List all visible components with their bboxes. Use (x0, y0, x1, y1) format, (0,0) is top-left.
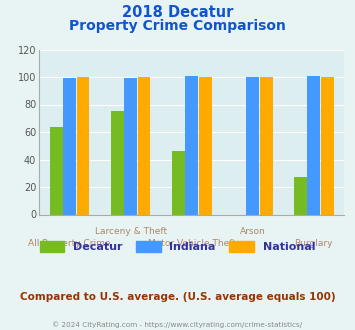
Text: Arson: Arson (240, 227, 266, 236)
Bar (138, 77, 151, 214)
Bar (185, 76, 198, 214)
Bar (294, 178, 307, 214)
Bar (77, 77, 89, 214)
Bar (111, 112, 124, 214)
Text: Compared to U.S. average. (U.S. average equals 100): Compared to U.S. average. (U.S. average … (20, 292, 335, 302)
Bar (124, 79, 137, 214)
Bar (50, 126, 62, 214)
Text: © 2024 CityRating.com - https://www.cityrating.com/crime-statistics/: © 2024 CityRating.com - https://www.city… (53, 322, 302, 328)
Legend: Decatur, Indiana, National: Decatur, Indiana, National (36, 237, 320, 257)
Text: Property Crime Comparison: Property Crime Comparison (69, 19, 286, 33)
Text: All Property Crime: All Property Crime (28, 239, 111, 248)
Text: Larceny & Theft: Larceny & Theft (94, 227, 167, 236)
Bar (321, 77, 334, 214)
Text: Motor Vehicle Theft: Motor Vehicle Theft (148, 239, 236, 248)
Bar (199, 77, 212, 214)
Bar (172, 151, 185, 214)
Bar (260, 77, 273, 214)
Text: Burglary: Burglary (295, 239, 333, 248)
Bar (307, 76, 320, 214)
Bar (63, 79, 76, 214)
Bar (246, 77, 259, 214)
Text: 2018 Decatur: 2018 Decatur (122, 5, 233, 20)
